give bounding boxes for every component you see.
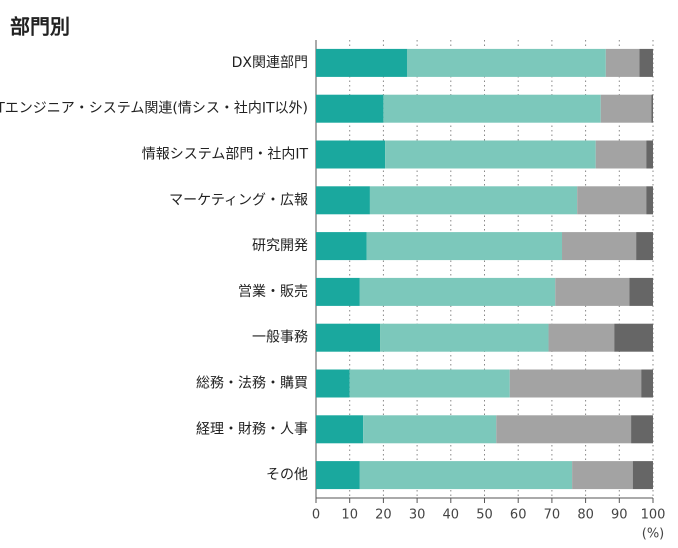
x-tick-label: 60 xyxy=(510,508,527,523)
bar-segment xyxy=(572,461,633,490)
x-axis-label: (%) xyxy=(642,527,665,542)
bar-segment xyxy=(631,415,653,444)
x-tick-label: 20 xyxy=(375,508,392,523)
y-tick-label: DX関連部門 xyxy=(232,55,308,71)
y-tick-label: 研究開発 xyxy=(252,238,308,254)
bar-segment xyxy=(349,369,510,398)
bar-segment xyxy=(385,140,596,169)
bar-segment xyxy=(316,323,381,352)
bar-segment xyxy=(595,140,647,169)
y-tick-label: マーケティング・広報 xyxy=(169,192,308,208)
y-tick-label: その他 xyxy=(266,467,308,483)
bar-segment xyxy=(605,48,640,77)
bar-segment xyxy=(614,323,653,352)
x-tick-label: 100 xyxy=(641,508,666,523)
bar-segment xyxy=(577,186,647,215)
y-tick-label: 総務・法務・購買 xyxy=(196,376,308,392)
x-tick-label: 70 xyxy=(544,508,561,523)
bar-segment xyxy=(600,94,652,123)
bar-segment xyxy=(316,94,384,123)
y-tick-label: 一般事務 xyxy=(252,330,308,346)
x-tick-label: 90 xyxy=(611,508,628,523)
bar-segment xyxy=(629,277,653,306)
bar-segment xyxy=(316,140,386,169)
chart-title: 部門別 xyxy=(10,15,70,39)
bar-segment xyxy=(363,415,497,444)
y-tick-label: ITエンジニア・システム関連(情シス・社内IT以外) xyxy=(0,101,308,117)
x-tick-label: 50 xyxy=(476,508,493,523)
bar-segment xyxy=(316,415,364,444)
bar-segment xyxy=(359,277,556,306)
bar-segment xyxy=(359,461,573,490)
bar-segment xyxy=(496,415,632,444)
bar-segment xyxy=(316,48,407,77)
bar-segment xyxy=(632,461,653,490)
y-tick-label: 経理・財務・人事 xyxy=(196,421,308,437)
y-tick-label: 営業・販売 xyxy=(238,284,308,300)
bar-segment xyxy=(369,186,578,215)
x-tick-label: 80 xyxy=(577,508,594,523)
x-tick-label: 40 xyxy=(443,508,460,523)
y-tick-label: 情報システム部門・社内IT xyxy=(142,147,309,163)
x-tick-label: 30 xyxy=(409,508,426,523)
bar-segment xyxy=(316,277,360,306)
bar-segment xyxy=(636,232,653,261)
bar-segment xyxy=(555,277,630,306)
bar-segment xyxy=(366,232,563,261)
bar-segment xyxy=(548,323,615,352)
bar-segment xyxy=(316,186,370,215)
bar-segment xyxy=(509,369,642,398)
bar-segment xyxy=(639,48,653,77)
bar-segment xyxy=(641,369,653,398)
bar-segment xyxy=(646,140,653,169)
bar-segment xyxy=(316,461,360,490)
bar-segment xyxy=(316,369,350,398)
x-tick-label: 0 xyxy=(312,508,320,523)
bar-segment xyxy=(651,94,653,123)
bar-segment xyxy=(316,232,367,261)
bar-segment xyxy=(406,48,606,77)
x-tick-label: 10 xyxy=(341,508,358,523)
bar-segment xyxy=(562,232,637,261)
bar-segment xyxy=(383,94,601,123)
bar-segment xyxy=(380,323,549,352)
bar-segment xyxy=(646,186,653,215)
